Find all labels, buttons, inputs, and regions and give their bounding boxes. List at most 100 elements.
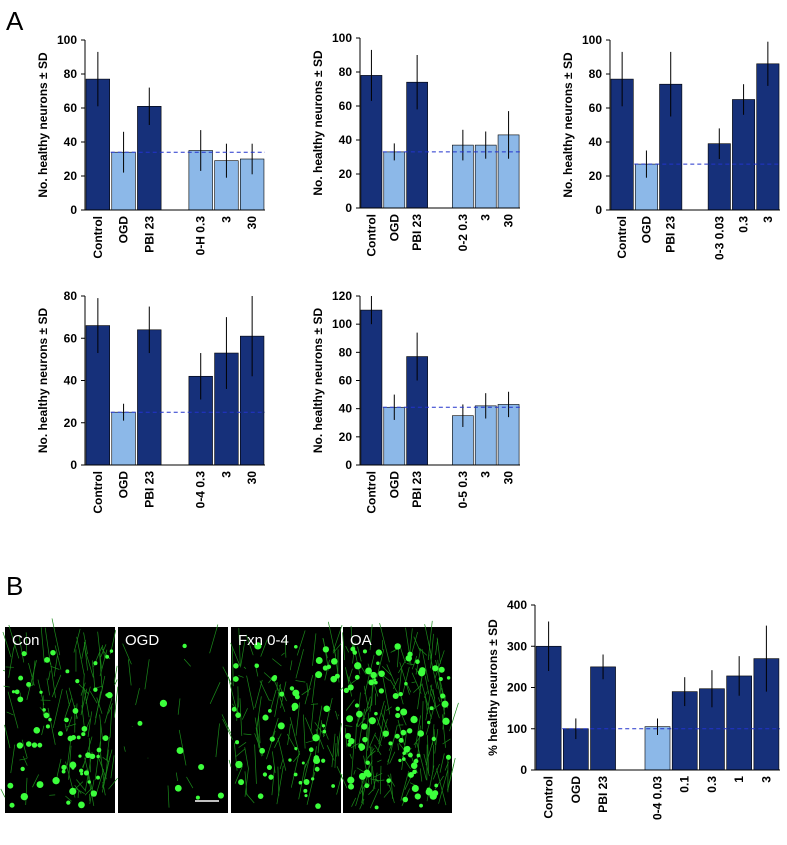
neuron — [235, 712, 241, 718]
neuron — [404, 746, 410, 752]
neuron — [394, 643, 400, 649]
x-tick-label: OGD — [387, 471, 401, 499]
y-tick-label: 20 — [589, 169, 603, 183]
y-tick-label: 200 — [507, 681, 527, 695]
neuron — [61, 765, 66, 770]
image-label: OA — [350, 632, 372, 649]
neuron — [415, 659, 420, 664]
neuron — [399, 692, 403, 696]
neuron — [198, 764, 204, 770]
neuron — [446, 755, 451, 760]
x-tick-label: 0-4 0.03 — [651, 776, 665, 820]
x-tick-label: 30 — [245, 216, 259, 230]
neuron — [160, 700, 167, 707]
neuron — [370, 672, 377, 679]
neuron — [7, 783, 13, 789]
neuron — [258, 793, 264, 799]
neuron — [315, 767, 320, 772]
neuron — [442, 701, 449, 708]
neuron — [44, 713, 50, 719]
neuron — [32, 742, 37, 747]
x-tick-label: OGD — [117, 471, 131, 499]
neuron — [44, 657, 50, 663]
neuron — [362, 737, 368, 743]
neuron — [415, 793, 421, 799]
x-tick-label: PBI 23 — [596, 776, 610, 813]
neuron — [33, 727, 40, 734]
neuron — [398, 759, 401, 762]
neuron — [279, 692, 284, 697]
neuron — [238, 779, 244, 785]
neurite — [229, 760, 231, 767]
micrograph — [118, 627, 228, 813]
neuron — [292, 707, 296, 711]
y-tick-label: 60 — [64, 101, 78, 115]
neuron — [64, 718, 69, 723]
bar — [732, 100, 754, 211]
neuron — [323, 646, 329, 652]
y-tick-label: 400 — [507, 598, 527, 612]
neuron — [374, 712, 378, 716]
neuron — [386, 778, 391, 783]
neuron — [322, 730, 326, 734]
neuron — [66, 801, 70, 805]
x-tick-label: 3 — [479, 214, 493, 221]
neuron — [315, 671, 322, 678]
x-tick-label: 3 — [479, 471, 493, 478]
neuron — [312, 734, 319, 741]
neuron — [259, 748, 265, 754]
neuron — [408, 772, 414, 778]
y-tick-label: 0 — [70, 458, 77, 472]
y-tick-label: 80 — [339, 65, 353, 79]
neuron — [294, 747, 297, 750]
neuron — [80, 772, 83, 775]
neuron — [402, 797, 408, 803]
neuron — [417, 754, 421, 758]
x-tick-label: 0-5 0.3 — [456, 471, 470, 509]
y-tick-label: 60 — [589, 101, 603, 115]
y-tick-label: 100 — [507, 722, 527, 736]
neuron — [26, 741, 32, 747]
neuron — [303, 789, 307, 793]
neuron — [263, 772, 267, 776]
neuron — [311, 777, 314, 780]
y-tick-label: 20 — [64, 416, 78, 430]
neuron — [361, 723, 367, 729]
y-axis-label: No. healthy neurons ± SD — [311, 50, 325, 196]
neuron — [15, 689, 20, 694]
y-tick-label: 60 — [339, 374, 353, 388]
neuron — [292, 690, 299, 697]
x-tick-label: OGD — [117, 216, 131, 244]
neuron — [322, 724, 325, 727]
neuron — [346, 715, 353, 722]
neuron — [93, 661, 97, 665]
neuron — [379, 688, 384, 693]
y-axis-label: No. healthy neurons ± SD — [561, 52, 575, 198]
neuron — [345, 733, 351, 739]
neuron — [26, 682, 31, 687]
neuron — [50, 650, 55, 655]
neuron — [434, 784, 438, 788]
neuron — [18, 676, 23, 681]
neuron — [408, 753, 413, 758]
x-tick-label: 1 — [732, 776, 746, 783]
y-tick-label: 80 — [64, 289, 78, 303]
neuron — [233, 663, 238, 668]
neuron — [96, 755, 100, 759]
x-tick-label: 0-4 0.3 — [194, 471, 208, 509]
neuron — [78, 802, 85, 809]
neuron — [39, 691, 42, 694]
x-tick-label: PBI 23 — [142, 471, 156, 508]
y-tick-label: 80 — [339, 345, 353, 359]
y-tick-label: 20 — [339, 167, 353, 181]
x-tick-label: 0-3 0.03 — [712, 216, 726, 260]
neuron — [82, 726, 88, 732]
neuron — [369, 717, 376, 724]
x-tick-label: 30 — [245, 471, 259, 485]
neuron — [294, 773, 298, 777]
neuron — [21, 767, 25, 771]
neuron — [232, 707, 237, 712]
y-tick-label: 100 — [332, 31, 352, 45]
neuron — [368, 680, 374, 686]
neuron — [378, 670, 385, 677]
